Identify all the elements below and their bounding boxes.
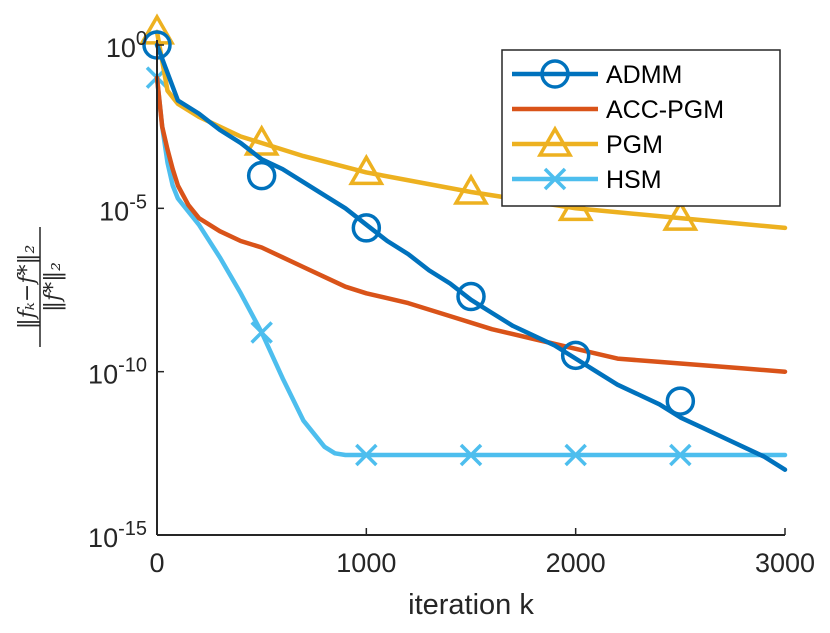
legend-label-admm: ADMM: [606, 61, 682, 89]
series-marker-hsm: [564, 443, 587, 467]
series-marker-hsm: [459, 443, 483, 467]
series-line-pgm: [154, 29, 788, 231]
legend-entry-admm: ADMM: [512, 59, 682, 89]
series-line-acc-pgm: [154, 75, 788, 374]
series-marker-pgm: [348, 153, 385, 186]
x-axis-label: iteration k: [408, 589, 534, 621]
legend-marker-hsm-stroke-b: [543, 167, 567, 191]
x-tick-label: 0: [149, 548, 164, 578]
series-marker-hsm: [669, 443, 692, 467]
series-marker-admm: [560, 340, 591, 371]
series-line-hsm: [154, 75, 788, 458]
series-marker-hsm-stroke-b: [459, 443, 483, 467]
y-axis-label: ‖fₖ−f*‖₂ ‖f*‖₂: [15, 227, 66, 347]
y-axis-label-numerator: ‖fₖ−f*‖₂: [15, 245, 40, 330]
series-marker-hsm: [250, 321, 273, 344]
legend-entries: ADMM ACC-PGM PGM HSM: [512, 59, 724, 194]
y-tick-label: 10-5: [99, 191, 147, 226]
series-marker-admm: [246, 160, 277, 191]
legend-entry-pgm: PGM: [512, 125, 663, 159]
legend-entry-acc-pgm: ACC-PGM: [512, 96, 724, 124]
series-marker-pgm: [243, 124, 280, 156]
series-marker-admm: [456, 281, 486, 312]
legend-label-acc-pgm: ACC-PGM: [606, 96, 724, 124]
series-marker-hsm-stroke-b: [250, 321, 273, 344]
x-tick-label: 1000: [336, 548, 396, 578]
series-layer: [138, 13, 788, 472]
y-tick-label: 10-15: [88, 518, 147, 553]
series-hsm: [145, 66, 788, 467]
y-tick-label: 10-10: [88, 355, 147, 390]
legend-marker-pgm: [536, 125, 574, 157]
x-tick-label: 2000: [546, 548, 606, 578]
y-axis-label-denominator: ‖f*‖₂: [41, 262, 66, 312]
series-marker-admm: [665, 386, 696, 416]
series-line-admm: [154, 42, 788, 472]
series-marker-pgm: [662, 199, 699, 231]
series-acc-pgm: [154, 75, 788, 374]
x-tick-label: 3000: [755, 548, 815, 578]
tick-layer: 0 1000 2000 3000 10-15 10-10 10-5 100: [88, 28, 815, 578]
legend-marker-admm: [540, 59, 570, 89]
legend-label-hsm: HSM: [606, 166, 662, 194]
y-tick-label: 100: [106, 28, 147, 63]
legend: ADMM ACC-PGM PGM HSM: [501, 49, 781, 207]
legend-label-pgm: PGM: [606, 131, 663, 159]
series-marker-hsm-stroke-b: [355, 443, 378, 467]
legend-marker-hsm: [543, 167, 567, 191]
series-marker-hsm-stroke-b: [564, 443, 587, 467]
series-marker-admm: [351, 213, 382, 243]
legend-entry-hsm: HSM: [512, 166, 662, 194]
series-marker-hsm: [355, 443, 378, 467]
series-marker-pgm: [452, 173, 490, 205]
series-marker-hsm-stroke-b: [669, 443, 692, 467]
